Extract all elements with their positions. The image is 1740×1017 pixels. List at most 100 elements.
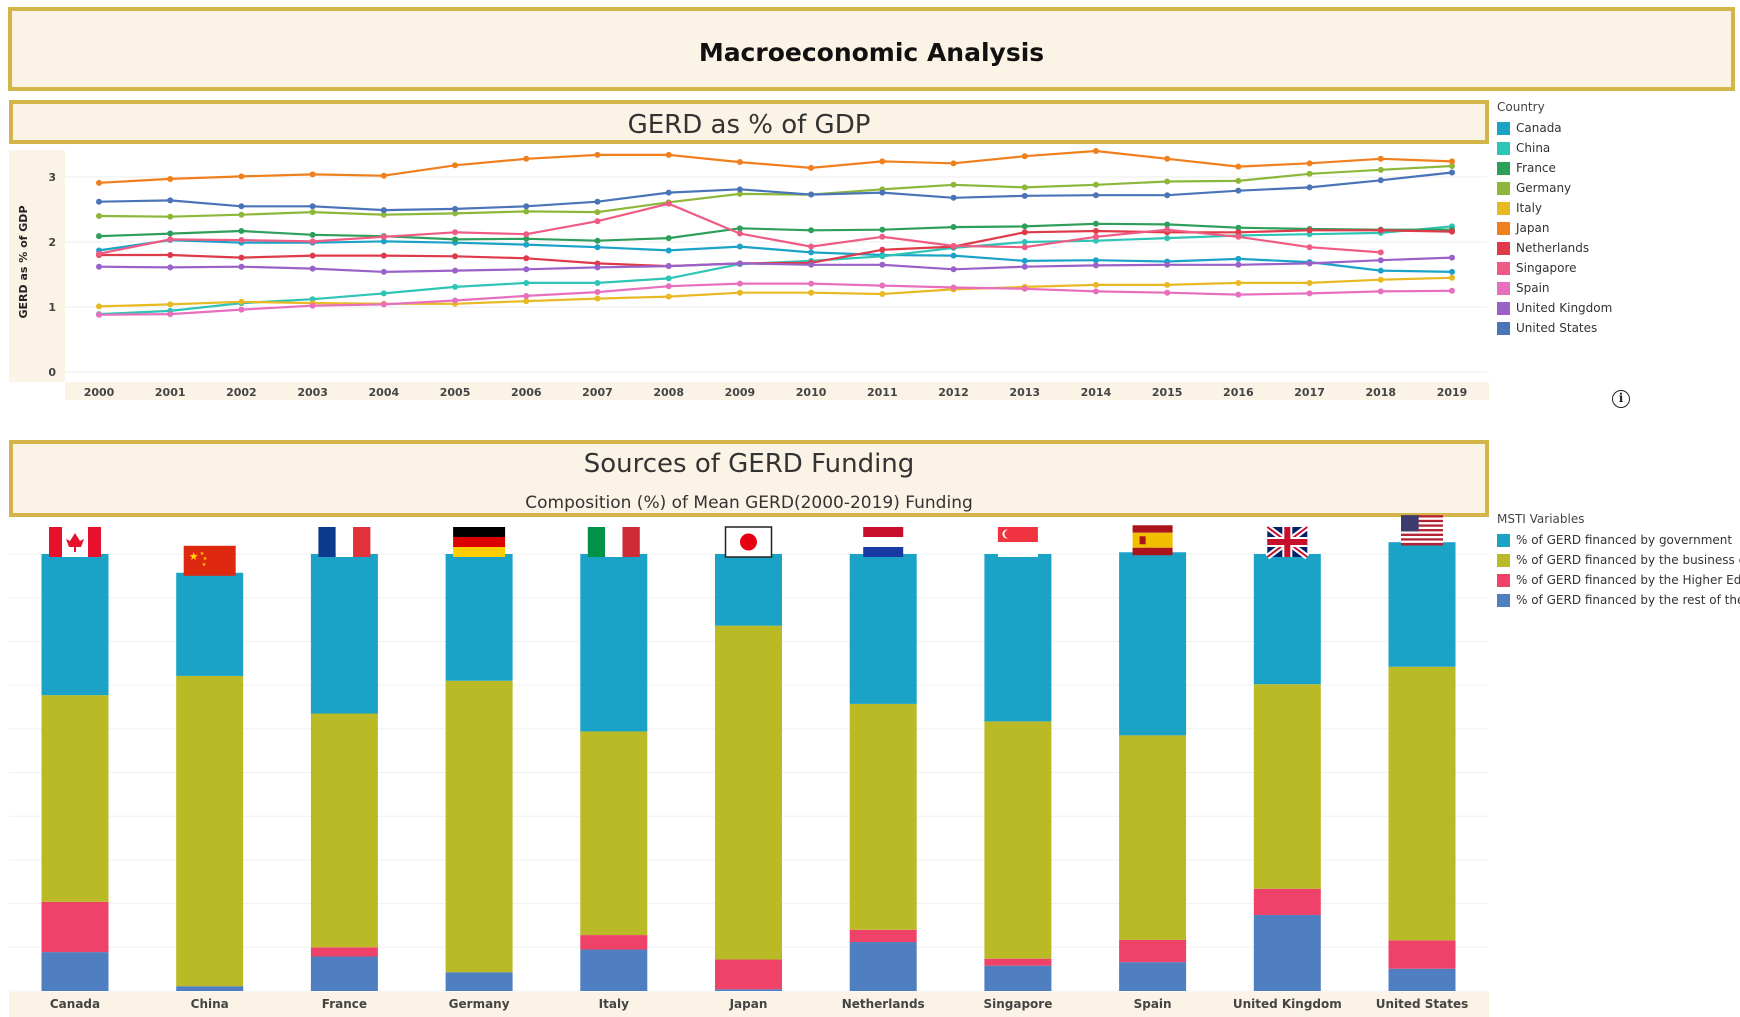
data-point[interactable]: [238, 237, 245, 244]
info-icon[interactable]: i: [1612, 390, 1630, 408]
bar-segment-singapore[interactable]: [984, 554, 1052, 722]
bar-segment-italy[interactable]: [580, 554, 648, 732]
data-point[interactable]: [1449, 254, 1455, 261]
bar-segment-united-kingdom[interactable]: [1253, 914, 1321, 991]
bar-segment-canada[interactable]: [41, 952, 109, 991]
data-point[interactable]: [594, 264, 601, 271]
legend-item-germany[interactable]: Germany: [1497, 178, 1612, 198]
series-line-united-states[interactable]: [98, 171, 1453, 212]
bar-segment-united-states[interactable]: [1388, 940, 1456, 969]
data-point[interactable]: [167, 213, 174, 220]
data-point[interactable]: [665, 247, 672, 254]
data-point[interactable]: [167, 264, 174, 271]
series-line-japan[interactable]: [98, 149, 1453, 184]
data-point[interactable]: [380, 290, 387, 297]
bar-segment-singapore[interactable]: [984, 958, 1052, 966]
data-point[interactable]: [950, 194, 957, 201]
data-point[interactable]: [950, 181, 957, 188]
data-point[interactable]: [1092, 257, 1099, 264]
data-point[interactable]: [452, 236, 459, 243]
data-point[interactable]: [665, 200, 672, 207]
bar-segment-netherlands[interactable]: [849, 929, 917, 943]
data-point[interactable]: [1306, 227, 1313, 234]
data-point[interactable]: [1306, 260, 1313, 267]
data-point[interactable]: [1164, 261, 1171, 268]
data-point[interactable]: [665, 293, 672, 300]
data-point[interactable]: [523, 231, 530, 238]
legend-item-united-kingdom[interactable]: United Kingdom: [1497, 298, 1612, 318]
bar-segment-japan[interactable]: [715, 625, 782, 960]
bar-segment-germany[interactable]: [445, 680, 513, 973]
bar-segment-canada[interactable]: [41, 901, 109, 953]
data-point[interactable]: [238, 227, 245, 234]
data-point[interactable]: [950, 252, 957, 259]
data-point[interactable]: [1235, 187, 1242, 194]
data-point[interactable]: [808, 227, 815, 234]
msti-legend[interactable]: MSTI Variables % of GERD financed by gov…: [1497, 512, 1740, 610]
series-united-kingdom[interactable]: [96, 254, 1455, 275]
data-point[interactable]: [167, 311, 174, 318]
data-point[interactable]: [1092, 288, 1099, 295]
legend-item-japan[interactable]: Japan: [1497, 218, 1612, 238]
data-point[interactable]: [665, 263, 672, 270]
bar-segment-france[interactable]: [310, 956, 378, 991]
bar-segment-china[interactable]: [176, 675, 244, 987]
legend-item-of-gerd-financed-by-government[interactable]: % of GERD financed by government: [1497, 530, 1740, 550]
star[interactable]: ★: [189, 550, 199, 563]
data-point[interactable]: [1021, 229, 1028, 236]
data-point[interactable]: [309, 252, 316, 259]
data-point[interactable]: [96, 263, 102, 270]
bar-segment-canada[interactable]: [41, 554, 109, 696]
data-point[interactable]: [452, 229, 459, 236]
data-point[interactable]: [380, 233, 387, 240]
data-point[interactable]: [523, 279, 530, 286]
data-point[interactable]: [1377, 257, 1384, 264]
bar-segment-germany[interactable]: [445, 554, 513, 681]
data-point[interactable]: [523, 203, 530, 210]
data-point[interactable]: [879, 233, 886, 240]
data-point[interactable]: [380, 207, 387, 214]
bar-segment-china[interactable]: [176, 572, 244, 676]
data-point[interactable]: [1449, 158, 1455, 165]
bar-segment-spain[interactable]: [1119, 735, 1187, 940]
data-point[interactable]: [380, 211, 387, 218]
data-point[interactable]: [594, 198, 601, 205]
data-point[interactable]: [309, 231, 316, 238]
data-point[interactable]: [1449, 287, 1455, 294]
data-point[interactable]: [736, 289, 743, 296]
data-point[interactable]: [1021, 153, 1028, 160]
bar-segment-italy[interactable]: [580, 935, 648, 950]
data-point[interactable]: [665, 275, 672, 282]
data-point[interactable]: [238, 254, 245, 261]
data-point[interactable]: [594, 237, 601, 244]
bar-segment-united-states[interactable]: [1388, 968, 1456, 991]
data-point[interactable]: [1092, 181, 1099, 188]
data-point[interactable]: [523, 241, 530, 248]
data-point[interactable]: [1449, 169, 1455, 176]
data-point[interactable]: [950, 242, 957, 249]
data-point[interactable]: [523, 155, 530, 162]
data-point[interactable]: [380, 252, 387, 259]
data-point[interactable]: [1306, 290, 1313, 297]
data-point[interactable]: [665, 235, 672, 242]
data-point[interactable]: [879, 261, 886, 268]
data-point[interactable]: [736, 186, 743, 193]
bar-segment-france[interactable]: [310, 947, 378, 957]
data-point[interactable]: [594, 279, 601, 286]
data-point[interactable]: [96, 303, 102, 310]
data-point[interactable]: [808, 191, 815, 198]
data-point[interactable]: [1164, 221, 1171, 228]
data-point[interactable]: [808, 261, 815, 268]
data-point[interactable]: [96, 179, 102, 186]
data-point[interactable]: [167, 301, 174, 308]
data-point[interactable]: [452, 297, 459, 304]
data-point[interactable]: [1449, 228, 1455, 235]
legend-item-canada[interactable]: Canada: [1497, 118, 1612, 138]
data-point[interactable]: [1164, 281, 1171, 288]
data-point[interactable]: [1235, 229, 1242, 236]
data-point[interactable]: [1377, 249, 1384, 256]
data-point[interactable]: [1164, 192, 1171, 199]
bar-segment-united-kingdom[interactable]: [1253, 888, 1321, 915]
